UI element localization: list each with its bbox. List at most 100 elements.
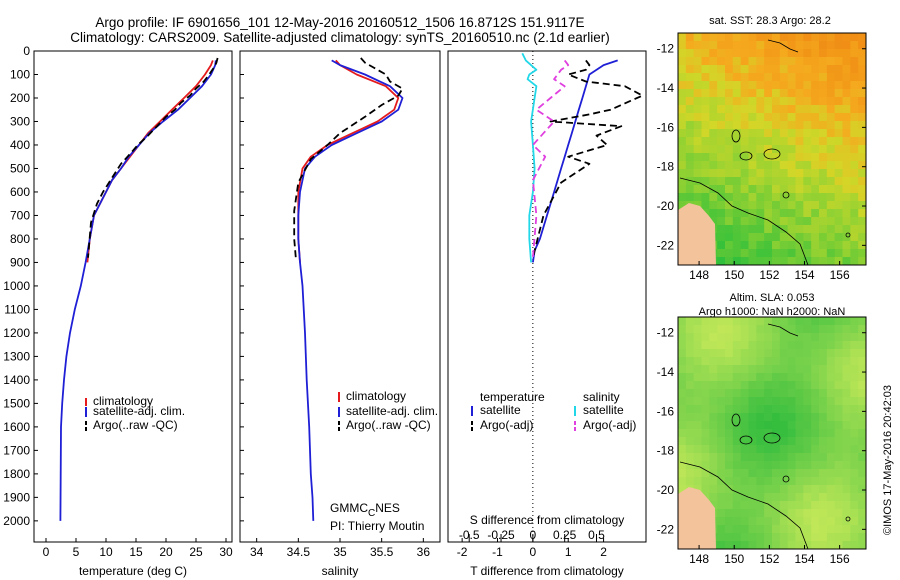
- map-cell: [740, 413, 750, 422]
- map-cell: [787, 225, 797, 234]
- map-cell: [842, 501, 851, 510]
- map-cell: [693, 65, 703, 74]
- map-cell: [756, 365, 765, 374]
- map-cell: [717, 177, 726, 186]
- map-cell: [685, 445, 695, 454]
- map-cell: [803, 485, 812, 494]
- map-cell: [725, 373, 734, 382]
- map-cell: [748, 225, 757, 234]
- map-cell: [826, 121, 836, 130]
- map-cell: [850, 349, 859, 358]
- map-cell: [826, 225, 836, 234]
- map-cell: [850, 57, 859, 66]
- map-cell: [764, 193, 773, 202]
- map-cell: [819, 233, 828, 242]
- map-cell: [748, 437, 757, 446]
- map-cell: [732, 421, 742, 430]
- map-cell: [850, 389, 859, 398]
- map-cell: [764, 121, 773, 130]
- map-cell: [787, 501, 797, 510]
- map-cell: [732, 317, 742, 326]
- map-cell: [748, 429, 757, 438]
- map-cell: [693, 177, 703, 186]
- map-cell: [740, 405, 750, 414]
- map-cell: [811, 541, 820, 549]
- map-cell: [819, 65, 828, 74]
- map-cell: [693, 421, 703, 430]
- map-cell: [732, 169, 742, 178]
- map-cell: [740, 365, 750, 374]
- map-cell: [858, 469, 866, 478]
- map-cell: [787, 49, 797, 58]
- map-cell: [795, 437, 804, 446]
- map-cell: [819, 33, 828, 42]
- map-cell: [717, 129, 726, 138]
- map-cell: [725, 193, 734, 202]
- map-y-tick-label: -14: [657, 81, 675, 95]
- map-cell: [756, 381, 765, 390]
- map-cell: [756, 397, 765, 406]
- y-tick-label: 100: [10, 67, 30, 81]
- map-cell: [779, 185, 789, 194]
- sla-map-title-line2: Argo h1000: NaN h2000: NaN: [699, 306, 846, 318]
- map-cell: [819, 437, 828, 446]
- map-cell: [779, 209, 789, 218]
- map-cell: [834, 501, 844, 510]
- map-cell: [685, 97, 695, 106]
- map-cell: [779, 533, 789, 542]
- map-cell: [756, 201, 765, 210]
- map-cell: [834, 193, 844, 202]
- map-cell: [772, 493, 781, 502]
- map-cell: [803, 201, 812, 210]
- map-cell: [842, 217, 851, 226]
- map-cell: [717, 445, 726, 454]
- map-cell: [811, 73, 820, 82]
- map-cell: [858, 217, 866, 226]
- map-cell: [772, 113, 781, 122]
- map-cell: [709, 357, 718, 366]
- map-cell: [795, 325, 804, 334]
- map-cell: [756, 65, 765, 74]
- map-cell: [826, 477, 836, 486]
- map-cell: [748, 121, 757, 130]
- x-tick-label: 0: [43, 545, 50, 559]
- map-cell: [826, 453, 836, 462]
- map-cell: [725, 501, 734, 510]
- map-cell: [772, 357, 781, 366]
- map-cell: [678, 445, 687, 454]
- map-cell: [732, 325, 742, 334]
- map-cell: [803, 57, 812, 66]
- map-cell: [685, 121, 695, 130]
- map-cell: [826, 533, 836, 542]
- map-cell: [772, 389, 781, 398]
- map-cell: [772, 469, 781, 478]
- map-cell: [803, 49, 812, 58]
- map-cell: [819, 225, 828, 234]
- legend-label-climatology: climatology: [93, 394, 153, 408]
- map-cell: [795, 461, 804, 470]
- map-cell: [756, 33, 765, 42]
- map-cell: [834, 57, 844, 66]
- map-cell: [764, 437, 773, 446]
- map-cell: [811, 193, 820, 202]
- map-cell: [811, 325, 820, 334]
- map-cell: [819, 177, 828, 186]
- map-cell: [748, 445, 757, 454]
- map-cell: [740, 509, 750, 518]
- map-cell: [756, 453, 765, 462]
- map-cell: [685, 365, 695, 374]
- map-cell: [693, 429, 703, 438]
- map-cell: [693, 57, 703, 66]
- map-cell: [732, 209, 742, 218]
- map-cell: [764, 485, 773, 494]
- map-cell: [748, 381, 757, 390]
- map-cell: [709, 113, 718, 122]
- map-cell: [787, 121, 797, 130]
- map-cell: [779, 333, 789, 342]
- map-cell: [764, 217, 773, 226]
- map-cell: [693, 73, 703, 82]
- map-cell: [858, 485, 866, 494]
- map-cell: [795, 453, 804, 462]
- map-cell: [717, 241, 726, 250]
- map-cell: [826, 89, 836, 98]
